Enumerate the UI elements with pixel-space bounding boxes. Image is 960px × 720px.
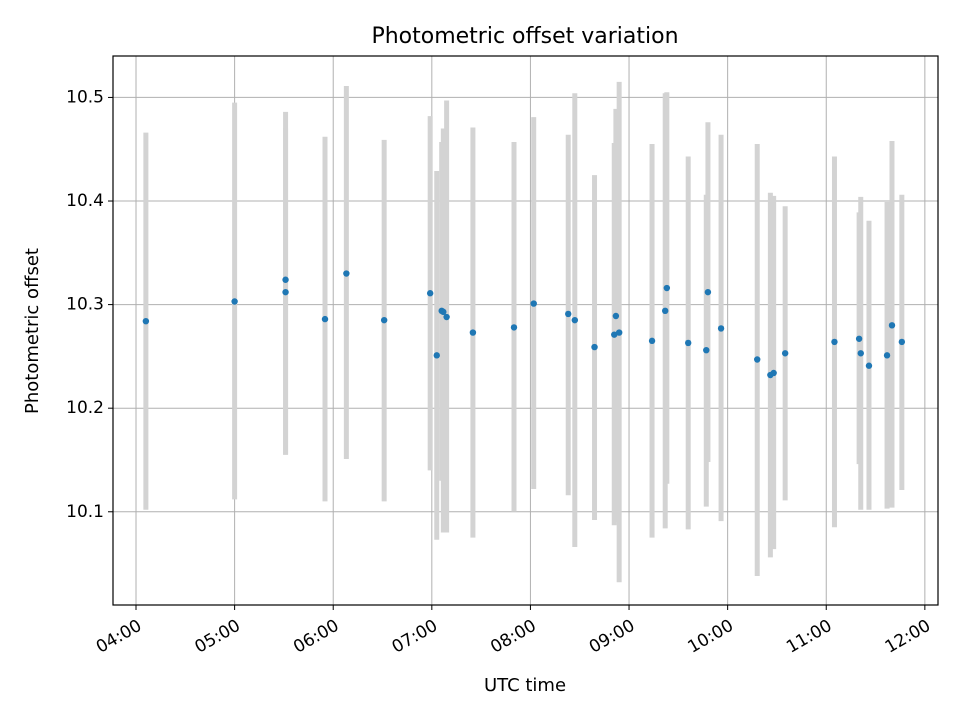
data-point (343, 270, 350, 277)
data-point (469, 329, 477, 336)
data-point (663, 284, 671, 292)
data-point (612, 312, 620, 320)
data-point (781, 350, 789, 357)
data-point (433, 352, 440, 359)
data-point (231, 298, 238, 305)
data-point (717, 325, 725, 332)
data-point (661, 307, 669, 315)
chart-title: Photometric offset variation (371, 24, 678, 49)
data-points (142, 270, 906, 379)
data-point (380, 316, 388, 324)
data-point (883, 352, 891, 359)
data-point (865, 362, 873, 369)
y-axis-label: Photometric offset (22, 248, 43, 414)
y-tick-label: 10.4 (66, 191, 104, 211)
y-tick-label: 10.3 (66, 295, 104, 315)
data-point (591, 343, 598, 351)
data-point (615, 329, 623, 336)
data-point (565, 310, 572, 318)
data-point (898, 338, 906, 346)
data-point (142, 317, 150, 325)
data-point (440, 308, 447, 316)
data-point (754, 356, 761, 363)
data-point (857, 350, 864, 357)
data-point (703, 346, 710, 354)
data-point (510, 324, 518, 331)
data-point (321, 315, 329, 323)
data-point (571, 316, 579, 324)
data-point (855, 335, 863, 342)
data-point (282, 276, 289, 283)
data-point (443, 313, 450, 321)
data-point (770, 369, 777, 377)
y-tick-label: 10.1 (66, 502, 104, 522)
data-point (426, 290, 434, 297)
data-point (831, 338, 838, 346)
x-axis-label: UTC time (484, 675, 566, 696)
y-tick-label: 10.5 (66, 87, 104, 107)
data-point (684, 339, 692, 347)
data-point (282, 288, 289, 296)
data-point (530, 300, 537, 307)
grid-lines (113, 56, 938, 605)
data-point (611, 331, 618, 338)
data-point (704, 288, 712, 296)
data-point (888, 322, 896, 329)
data-point (648, 337, 656, 345)
y-tick-label: 10.2 (66, 398, 104, 418)
plot-area-frame (112, 55, 939, 606)
